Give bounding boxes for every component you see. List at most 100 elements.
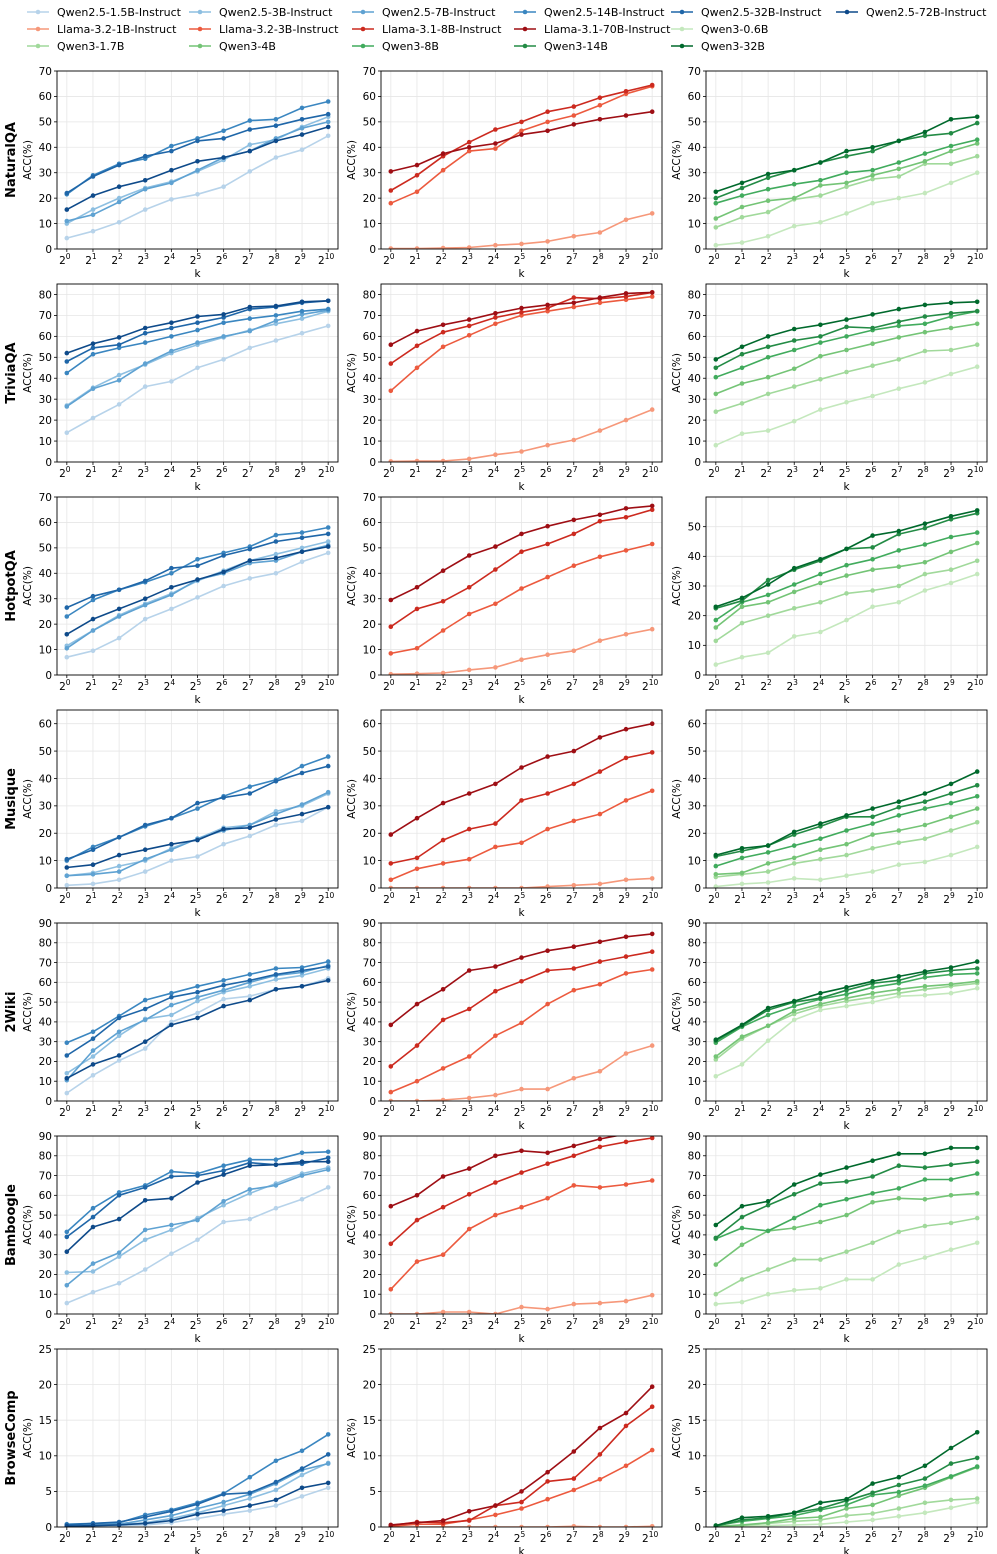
y-tick-label: 10 <box>363 1451 376 1463</box>
data-point <box>739 870 745 876</box>
x-tick-exponent: 9 <box>625 1104 630 1113</box>
panel-grid-lines <box>381 922 662 1102</box>
data-point <box>649 109 655 114</box>
data-point <box>545 442 550 448</box>
x-tick-base: 2 <box>566 1107 573 1119</box>
series-qwen2-5-1-5b-instruct <box>64 1185 331 1306</box>
data-point <box>922 133 928 139</box>
data-point <box>791 347 797 353</box>
x-tick-label: 25 <box>839 252 851 267</box>
data-point <box>649 407 655 412</box>
data-point <box>571 517 577 523</box>
data-point <box>388 1522 394 1527</box>
x-tick-exponent: 5 <box>845 465 850 474</box>
x-tick-exponent: 0 <box>715 1104 720 1113</box>
x-tick-label: 29 <box>618 678 630 693</box>
data-point <box>64 1283 70 1288</box>
data-point <box>597 811 603 817</box>
y-tick-label: 20 <box>39 1056 52 1068</box>
y-tick-label: 40 <box>39 773 52 785</box>
data-point <box>325 544 331 549</box>
x-tick-base: 2 <box>891 894 898 906</box>
data-point <box>623 1423 629 1429</box>
data-point <box>273 966 279 971</box>
x-tick-label: 24 <box>488 1317 500 1332</box>
data-point <box>414 1259 420 1264</box>
data-point <box>169 180 174 186</box>
x-tick-label: 24 <box>164 678 176 693</box>
data-point <box>974 979 980 984</box>
data-point <box>325 119 331 125</box>
x-tick-label: 210 <box>642 1104 658 1119</box>
x-tick-label: 210 <box>318 678 334 693</box>
data-point <box>64 1234 70 1240</box>
y-tick-label: 10 <box>363 644 376 656</box>
data-point <box>169 815 174 821</box>
data-point <box>169 994 174 1000</box>
y-tick-label: 70 <box>363 1170 376 1182</box>
y-tick-label: 0 <box>369 1096 376 1108</box>
panel-series <box>388 931 655 1101</box>
x-tick-base: 2 <box>409 894 416 906</box>
x-tick-base: 2 <box>642 681 649 693</box>
x-tick-base: 2 <box>164 1320 171 1332</box>
data-point <box>571 1076 577 1081</box>
data-point <box>844 317 849 322</box>
data-point <box>519 1020 524 1026</box>
x-tick-exponent: 1 <box>741 465 746 474</box>
data-point <box>571 113 577 118</box>
data-point <box>64 1090 70 1096</box>
data-point <box>545 652 550 657</box>
x-tick-label: 210 <box>318 252 334 267</box>
data-point <box>545 1001 550 1007</box>
legend-item-qwen2-5-1-5b-instruct: Qwen2.5-1.5B-Instruct <box>27 6 182 19</box>
data-point <box>299 535 305 540</box>
series-llama-3-1-70b-instruct <box>388 503 655 603</box>
legend-swatch-marker <box>679 26 685 32</box>
data-point <box>545 968 550 973</box>
series-qwen3-4b <box>713 540 980 630</box>
x-tick-exponent: 1 <box>416 1530 421 1539</box>
panel-grid-lines <box>381 1135 662 1315</box>
data-point <box>142 1006 148 1012</box>
y-tick-label: 50 <box>688 1210 701 1222</box>
data-point <box>922 1500 928 1506</box>
data-point <box>623 113 629 118</box>
x-tick-label: 22 <box>760 465 772 480</box>
x-tick-label: 20 <box>708 252 720 267</box>
legend-label: Qwen2.5-1.5B-Instruct <box>57 6 182 19</box>
x-tick-label: 28 <box>592 891 604 906</box>
x-tick-exponent: 7 <box>249 678 254 687</box>
x-axis-label: k <box>194 907 201 919</box>
data-point <box>922 791 928 796</box>
data-point <box>440 837 446 843</box>
data-point <box>247 345 253 351</box>
data-point <box>948 347 954 353</box>
data-point <box>948 371 954 377</box>
y-tick-label: 50 <box>39 352 52 364</box>
data-point <box>896 1493 902 1498</box>
data-point <box>870 1517 875 1523</box>
y-tick-label: 0 <box>694 883 701 895</box>
data-point <box>116 1522 122 1527</box>
series-qwen3-32b <box>713 959 980 1042</box>
x-tick-label: 24 <box>488 465 500 480</box>
dataset-label: BrowseComp <box>4 1390 19 1485</box>
data-point <box>974 1496 980 1501</box>
x-tick-exponent: 0 <box>66 891 71 900</box>
x-tick-base: 2 <box>813 468 820 480</box>
x-tick-exponent: 3 <box>468 1317 473 1326</box>
data-point <box>870 846 875 851</box>
data-point <box>870 363 875 369</box>
x-tick-label: 22 <box>435 1104 447 1119</box>
data-point <box>116 162 122 168</box>
data-point <box>844 1277 849 1282</box>
data-point <box>414 866 420 872</box>
y-tick-label: 10 <box>39 855 52 867</box>
x-tick-label: 29 <box>943 465 955 480</box>
data-point <box>545 884 550 888</box>
x-tick-base: 2 <box>592 255 599 267</box>
y-tick-label: 40 <box>688 551 701 563</box>
